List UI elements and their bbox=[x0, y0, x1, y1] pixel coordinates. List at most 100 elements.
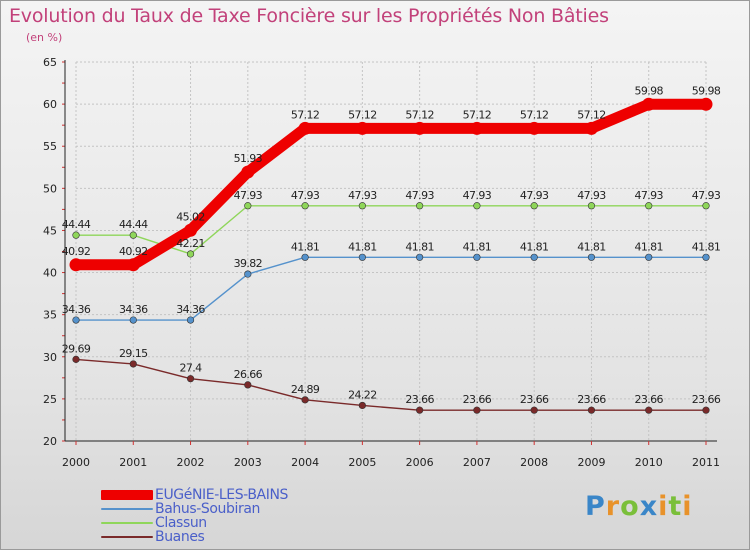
data-point bbox=[355, 121, 369, 135]
data-label: 41.81 bbox=[577, 240, 606, 253]
x-tick-label: 2010 bbox=[635, 456, 663, 469]
x-tick-label: 2002 bbox=[177, 456, 205, 469]
y-tick-label: 30 bbox=[43, 351, 57, 364]
data-label: 24.22 bbox=[348, 388, 377, 401]
logo-letter: P bbox=[585, 491, 606, 522]
data-label: 41.81 bbox=[634, 240, 663, 253]
data-label: 47.93 bbox=[348, 189, 377, 202]
data-label: 41.81 bbox=[463, 240, 492, 253]
data-point bbox=[416, 202, 424, 210]
x-tick-label: 2003 bbox=[234, 456, 262, 469]
data-point bbox=[72, 316, 80, 324]
data-point bbox=[72, 231, 80, 239]
data-point bbox=[587, 406, 596, 414]
data-point bbox=[301, 202, 309, 210]
data-point bbox=[702, 406, 710, 414]
legend-item-buanes: Buanes bbox=[101, 529, 361, 545]
data-point bbox=[470, 121, 484, 135]
data-point bbox=[358, 253, 366, 261]
data-label: 41.81 bbox=[692, 240, 721, 253]
data-label: 47.93 bbox=[634, 189, 663, 202]
x-tick-label: 2008 bbox=[520, 456, 548, 469]
data-point bbox=[129, 360, 137, 368]
logo-letter: r bbox=[605, 491, 621, 522]
data-point bbox=[358, 202, 366, 210]
data-point bbox=[358, 401, 366, 410]
x-tick-label: 2011 bbox=[692, 456, 720, 469]
legend-swatch-classun bbox=[101, 522, 153, 524]
data-label: 40.92 bbox=[62, 245, 91, 258]
data-label: 41.81 bbox=[520, 240, 549, 253]
data-point bbox=[702, 253, 710, 261]
data-point bbox=[69, 258, 83, 272]
data-label: 47.93 bbox=[520, 189, 549, 202]
data-point bbox=[645, 406, 653, 414]
legend-label: Buanes bbox=[155, 529, 205, 545]
series-line bbox=[75, 358, 707, 411]
data-label: 41.81 bbox=[405, 240, 434, 253]
data-point bbox=[244, 202, 252, 210]
data-label: 42.21 bbox=[176, 237, 205, 250]
data-point bbox=[642, 97, 656, 111]
data-point bbox=[184, 223, 198, 237]
y-tick-label: 65 bbox=[43, 56, 57, 69]
logo-letter: i bbox=[658, 491, 669, 522]
legend-swatch-bahus bbox=[101, 508, 153, 510]
data-label: 57.12 bbox=[520, 108, 549, 121]
data-label: 57.12 bbox=[348, 108, 377, 121]
data-point bbox=[129, 316, 137, 324]
series-line bbox=[75, 256, 707, 321]
data-point bbox=[584, 121, 598, 135]
data-point bbox=[587, 253, 596, 261]
data-label: 45.02 bbox=[176, 210, 205, 223]
data-point bbox=[298, 121, 312, 135]
data-label: 23.66 bbox=[405, 393, 434, 406]
legend-item-bahus: Bahus-Soubiran bbox=[101, 501, 361, 517]
data-label: 47.93 bbox=[234, 189, 263, 202]
data-point bbox=[645, 202, 653, 210]
data-label: 23.66 bbox=[463, 393, 492, 406]
data-label: 34.36 bbox=[176, 303, 205, 316]
x-tick-label: 2009 bbox=[577, 456, 605, 469]
data-label: 23.66 bbox=[634, 393, 663, 406]
logo-letter: x bbox=[639, 491, 659, 522]
data-label: 39.82 bbox=[234, 257, 263, 270]
data-label: 51.93 bbox=[234, 152, 263, 165]
data-label: 24.89 bbox=[291, 383, 320, 396]
legend-label: Bahus-Soubiran bbox=[155, 501, 260, 517]
y-tick-label: 45 bbox=[43, 224, 57, 237]
y-tick-label: 60 bbox=[43, 98, 57, 111]
data-point bbox=[702, 202, 710, 210]
y-tick-label: 20 bbox=[43, 435, 57, 448]
y-tick-label: 40 bbox=[43, 267, 57, 280]
data-label: 59.98 bbox=[634, 84, 663, 97]
x-tick-label: 2006 bbox=[406, 456, 434, 469]
data-point bbox=[416, 406, 424, 414]
chart-title: Evolution du Taux de Taxe Foncière sur l… bbox=[9, 5, 609, 27]
data-label: 44.44 bbox=[62, 218, 91, 231]
data-label: 47.93 bbox=[463, 189, 492, 202]
series-line bbox=[75, 205, 707, 255]
data-point bbox=[473, 406, 481, 414]
data-point bbox=[186, 316, 195, 324]
data-label: 23.66 bbox=[577, 393, 606, 406]
logo-letter: t bbox=[668, 491, 683, 522]
data-label: 34.36 bbox=[62, 303, 91, 316]
data-point bbox=[473, 253, 481, 261]
data-point bbox=[587, 202, 596, 210]
chart-subtitle: (en %) bbox=[26, 31, 63, 44]
data-label: 41.81 bbox=[348, 240, 377, 253]
data-label: 23.66 bbox=[520, 393, 549, 406]
data-point bbox=[186, 250, 195, 258]
data-point bbox=[530, 406, 538, 414]
data-label: 57.12 bbox=[405, 108, 434, 121]
logo-letter: i bbox=[682, 491, 693, 522]
data-point bbox=[416, 253, 424, 261]
data-point bbox=[301, 253, 309, 261]
data-point bbox=[699, 97, 713, 111]
data-point bbox=[527, 121, 541, 135]
legend-swatch-buanes bbox=[101, 536, 153, 538]
data-point bbox=[186, 375, 195, 383]
data-point bbox=[241, 165, 255, 179]
